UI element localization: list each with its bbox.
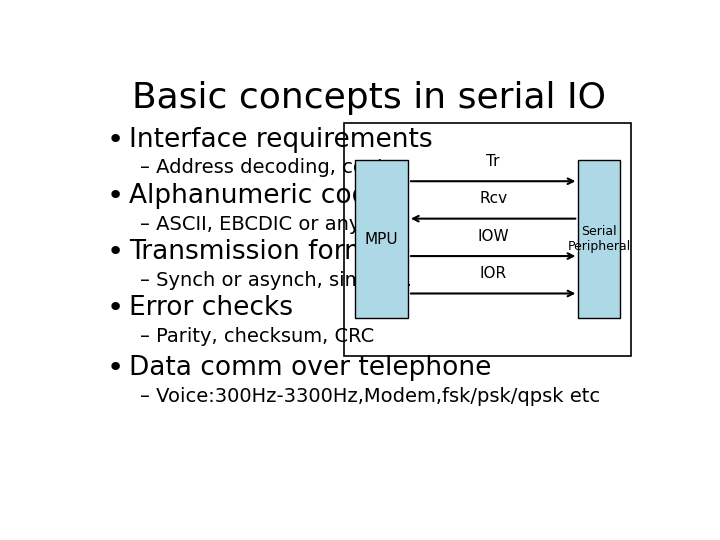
Text: – Parity, checksum, CRC: – Parity, checksum, CRC — [140, 327, 374, 346]
Text: Tr: Tr — [487, 154, 500, 168]
Text: – Synch or asynch, simple...: – Synch or asynch, simple... — [140, 271, 413, 289]
Text: IOR: IOR — [480, 266, 507, 281]
Text: – Voice:300Hz-3300Hz,Modem,fsk/psk/qpsk etc: – Voice:300Hz-3300Hz,Modem,fsk/psk/qpsk … — [140, 387, 600, 406]
Text: Interface requirements: Interface requirements — [129, 127, 433, 153]
Text: Error checks: Error checks — [129, 295, 293, 321]
Text: MPU: MPU — [365, 232, 398, 247]
Text: Data comm over telephone: Data comm over telephone — [129, 355, 492, 381]
Text: •: • — [107, 354, 124, 382]
Text: Rcv: Rcv — [479, 191, 507, 206]
Bar — [344, 123, 631, 356]
Text: – ASCII, EBCDIC or any c...: – ASCII, EBCDIC or any c... — [140, 214, 396, 234]
Text: •: • — [107, 238, 124, 266]
Bar — [355, 160, 408, 319]
Text: IOW: IOW — [477, 228, 509, 244]
Text: – Address decoding, contr...: – Address decoding, contr... — [140, 158, 410, 178]
Text: Serial
Peripheral: Serial Peripheral — [567, 225, 631, 253]
Text: Alphanumeric codes: Alphanumeric codes — [129, 183, 398, 209]
Text: •: • — [107, 294, 124, 322]
Text: Transmission format: Transmission format — [129, 239, 397, 265]
Text: Basic concepts in serial IO: Basic concepts in serial IO — [132, 82, 606, 116]
Text: •: • — [107, 126, 124, 154]
Text: •: • — [107, 182, 124, 210]
Bar — [578, 160, 620, 319]
